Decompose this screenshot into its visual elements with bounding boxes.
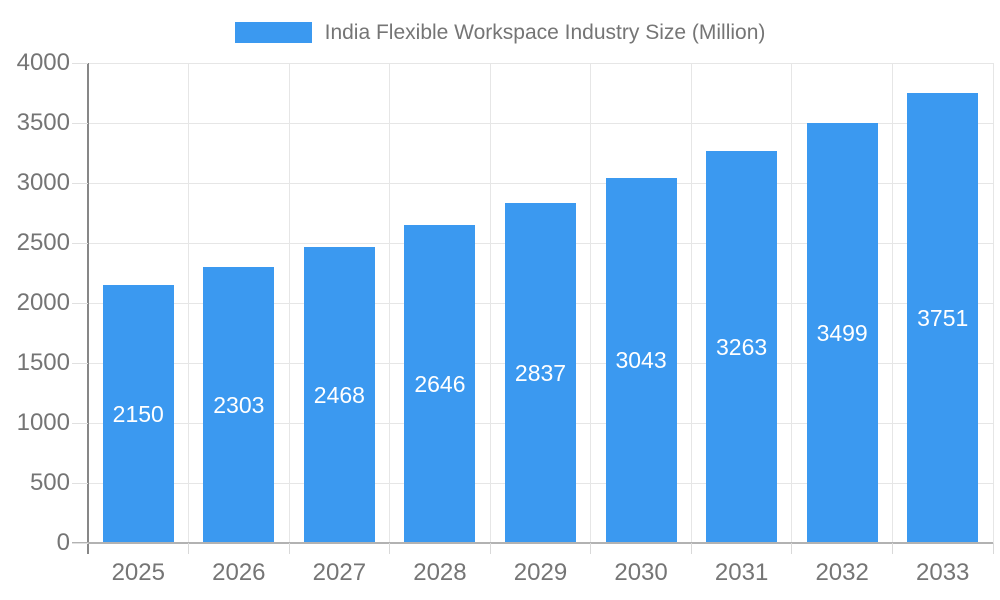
legend-label: India Flexible Workspace Industry Size (… <box>324 21 766 44</box>
bar-value-label: 3043 <box>615 347 667 374</box>
x-axis-label: 2030 <box>614 559 668 586</box>
y-axis-tick <box>72 62 88 64</box>
y-axis-tick <box>72 482 88 484</box>
h-gridline <box>88 122 993 124</box>
bar-value-label: 3499 <box>816 320 868 347</box>
bar-value-label: 3751 <box>917 304 969 331</box>
bar-value-label: 2303 <box>213 391 265 418</box>
bar-value-label: 3263 <box>716 334 768 361</box>
x-axis-tick <box>791 543 793 554</box>
bar-value-label: 2150 <box>112 401 164 427</box>
x-axis-tick <box>992 543 994 554</box>
y-axis-tick-label: 3500 <box>16 109 70 136</box>
y-axis-tick <box>72 362 88 364</box>
h-gridline <box>88 182 993 184</box>
v-gridline <box>891 63 893 543</box>
y-axis-tick-label: 3000 <box>16 169 70 196</box>
legend: India Flexible Workspace Industry Size (… <box>0 20 1000 45</box>
y-axis-tick-label: 2000 <box>16 289 70 316</box>
h-gridline <box>88 62 993 64</box>
x-axis-label: 2031 <box>714 559 769 586</box>
x-axis-label: 2029 <box>513 559 568 586</box>
bar-2027[interactable]: 2468 <box>303 246 375 543</box>
y-axis-tick-label: 1000 <box>16 409 70 436</box>
y-axis-tick <box>72 422 88 424</box>
x-axis-label: 2032 <box>815 559 869 586</box>
y-axis-tick <box>72 542 88 544</box>
bar-2033[interactable]: 3751 <box>907 92 979 543</box>
x-axis-label: 2026 <box>212 559 266 586</box>
y-axis-tick <box>72 242 88 244</box>
x-axis-label: 2028 <box>413 559 467 586</box>
y-axis-line <box>87 63 89 554</box>
x-axis-tick <box>389 543 391 554</box>
v-gridline <box>489 63 491 543</box>
bar-2026[interactable]: 2303 <box>203 266 275 543</box>
plot-area: 2150 2303 2468 2646 2837 3043 3263 3499 3751 <box>88 62 994 543</box>
v-gridline <box>992 63 994 543</box>
x-axis-tick <box>188 543 190 554</box>
x-axis-baseline <box>72 542 993 544</box>
bar-2030[interactable]: 3043 <box>605 177 677 543</box>
bar-2029[interactable]: 2837 <box>505 202 576 543</box>
v-gridline <box>188 63 190 543</box>
v-gridline <box>791 63 793 543</box>
y-axis-tick-label: 2500 <box>16 229 70 256</box>
v-gridline <box>288 63 290 543</box>
x-axis-label: 2033 <box>916 559 970 586</box>
v-gridline <box>389 63 391 543</box>
bar-value-label: 2837 <box>514 359 567 386</box>
y-axis-tick <box>72 122 88 124</box>
bar-2028[interactable]: 2646 <box>404 225 476 543</box>
x-axis-tick <box>489 543 491 554</box>
bar-value-label: 2468 <box>313 381 365 408</box>
y-axis-tick-label: 0 <box>56 529 70 556</box>
x-axis-tick <box>288 543 290 554</box>
y-axis-tick-label: 4000 <box>16 49 70 76</box>
v-gridline <box>590 63 592 543</box>
x-axis-tick <box>690 543 692 554</box>
y-axis-tick <box>72 302 88 304</box>
legend-swatch <box>234 22 312 43</box>
x-axis-tick <box>891 543 893 554</box>
bar-value-label: 2646 <box>414 371 466 398</box>
bar-2031[interactable]: 3263 <box>706 151 778 543</box>
y-axis-tick-label: 1500 <box>16 349 70 376</box>
y-axis-tick <box>72 182 88 184</box>
x-axis-label: 2027 <box>312 559 367 586</box>
bar-2032[interactable]: 3499 <box>806 123 878 543</box>
x-axis-tick <box>590 543 592 554</box>
x-axis-label: 2025 <box>111 559 165 586</box>
v-gridline <box>690 63 692 543</box>
y-axis-tick-label: 500 <box>29 469 70 496</box>
bar-2025[interactable]: 2150 <box>102 285 174 543</box>
